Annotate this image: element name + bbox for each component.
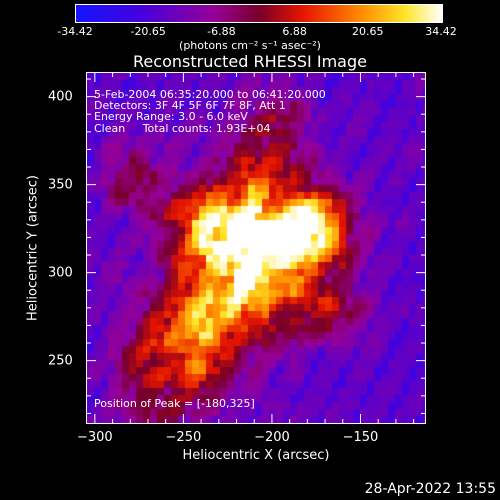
colorbar-tick-label: 6.88 (282, 25, 307, 38)
x-tick-label: −300 (76, 430, 113, 445)
heatmap-image (87, 73, 425, 423)
colorbar-tick-label: -34.42 (57, 25, 93, 38)
x-tick-label: −150 (342, 430, 379, 445)
annotation-detectors: Detectors: 3F 4F 5F 6F 7F 8F, Att 1 (94, 99, 286, 112)
x-tick-label: −250 (165, 430, 202, 445)
colorbar (75, 4, 443, 23)
colorbar-tick-label: -6.88 (207, 25, 236, 38)
y-tick-label: 400 (48, 89, 73, 105)
x-tick-label: −200 (254, 430, 290, 445)
y-tick-label: 300 (48, 265, 73, 281)
annotation-method: Clean Total counts: 1.93E+04 (94, 122, 271, 135)
y-tick-label: 350 (48, 177, 73, 193)
plot-frame (86, 72, 426, 424)
colorbar-tick-label: 20.65 (352, 25, 384, 38)
y-tick-label: 250 (48, 353, 73, 369)
chart-title: Reconstructed RHESSI Image (133, 52, 367, 71)
annotation-energy: Energy Range: 3.0 - 6.0 keV (94, 110, 248, 123)
annotation-peak: Position of Peak = [-180,325] (94, 397, 255, 410)
colorbar-units: (photons cm⁻² s⁻¹ asec⁻²) (179, 39, 321, 52)
timestamp: 28-Apr-2022 13:55 (364, 481, 496, 497)
colorbar-tick-label: -20.65 (130, 25, 166, 38)
colorbar-tick-label: 34.42 (425, 25, 457, 38)
annotation-time: 5-Feb-2004 06:35:20.000 to 06:41:20.000 (94, 88, 326, 101)
x-axis-label: Heliocentric X (arcsec) (182, 448, 330, 463)
y-axis-label: Heliocentric Y (arcsec) (25, 175, 41, 321)
